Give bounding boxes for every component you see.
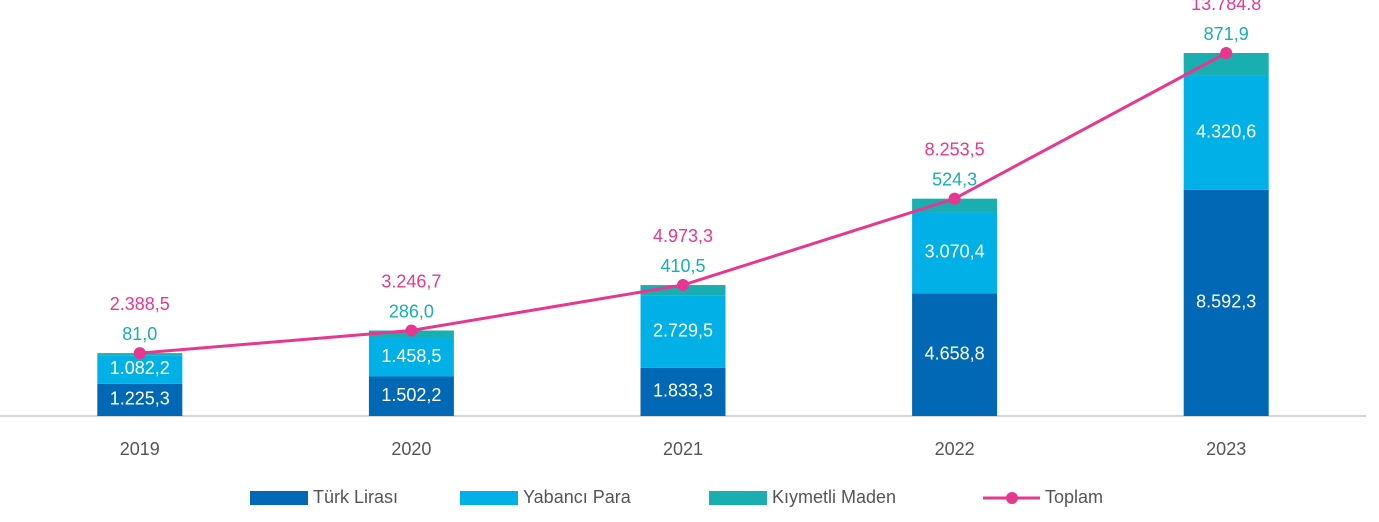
data-label: 871,9 bbox=[1204, 24, 1249, 44]
data-label: 2.729,5 bbox=[653, 321, 713, 341]
legend-swatch bbox=[709, 491, 767, 505]
bar-segment bbox=[368, 338, 454, 377]
x-tick-label: 2022 bbox=[935, 439, 975, 459]
legend-swatch bbox=[460, 491, 518, 505]
x-tick-label: 2021 bbox=[663, 439, 703, 459]
bar-segment bbox=[912, 293, 998, 416]
line-point bbox=[133, 347, 146, 360]
data-label: 1.225,3 bbox=[110, 389, 170, 409]
line-point bbox=[1220, 47, 1233, 59]
data-label: 410,5 bbox=[660, 256, 705, 276]
data-label: 4.320,6 bbox=[1196, 122, 1256, 142]
legend-marker bbox=[1006, 492, 1018, 504]
data-label: 4.973,3 bbox=[653, 226, 713, 246]
data-label: 286,0 bbox=[389, 301, 434, 321]
bar-segment bbox=[1183, 75, 1269, 190]
data-label: 13.784.8 bbox=[1191, 0, 1261, 14]
line-point bbox=[677, 279, 689, 292]
bar-segment bbox=[97, 383, 183, 416]
data-label: 2.388,5 bbox=[110, 294, 170, 314]
bar-segment bbox=[368, 376, 454, 416]
data-label: 81,0 bbox=[122, 324, 157, 344]
legend-label: Yabancı Para bbox=[523, 487, 632, 507]
data-label: 8.253,5 bbox=[925, 139, 985, 159]
bar-segment bbox=[912, 212, 998, 294]
bar-segment bbox=[1183, 189, 1269, 416]
line-point bbox=[405, 324, 418, 337]
legend-swatch bbox=[250, 491, 308, 505]
data-label: 1.458,5 bbox=[381, 346, 441, 366]
bar-segment bbox=[640, 295, 726, 368]
legend-label: Toplam bbox=[1045, 487, 1103, 507]
line-point bbox=[948, 192, 961, 205]
x-tick-label: 2020 bbox=[391, 439, 431, 459]
x-tick-label: 2023 bbox=[1206, 439, 1246, 459]
legend-label: Kıymetli Maden bbox=[772, 487, 896, 507]
data-label: 3.070,4 bbox=[925, 242, 985, 262]
data-label: 1.502,2 bbox=[381, 385, 441, 405]
legend-label: Türk Lirası bbox=[313, 487, 398, 507]
data-label: 1.082,2 bbox=[110, 358, 170, 378]
bar-segment bbox=[97, 355, 183, 384]
data-label: 4.658,8 bbox=[925, 343, 985, 363]
data-label: 1.833,3 bbox=[653, 381, 713, 401]
bar-segment bbox=[1183, 53, 1269, 76]
data-label: 3.246,7 bbox=[381, 271, 441, 291]
data-label: 8.592,3 bbox=[1196, 292, 1256, 312]
data-label: 524,3 bbox=[932, 169, 977, 189]
bar-segment bbox=[912, 198, 998, 213]
x-tick-label: 2019 bbox=[120, 439, 160, 459]
bar-segment bbox=[640, 367, 726, 416]
